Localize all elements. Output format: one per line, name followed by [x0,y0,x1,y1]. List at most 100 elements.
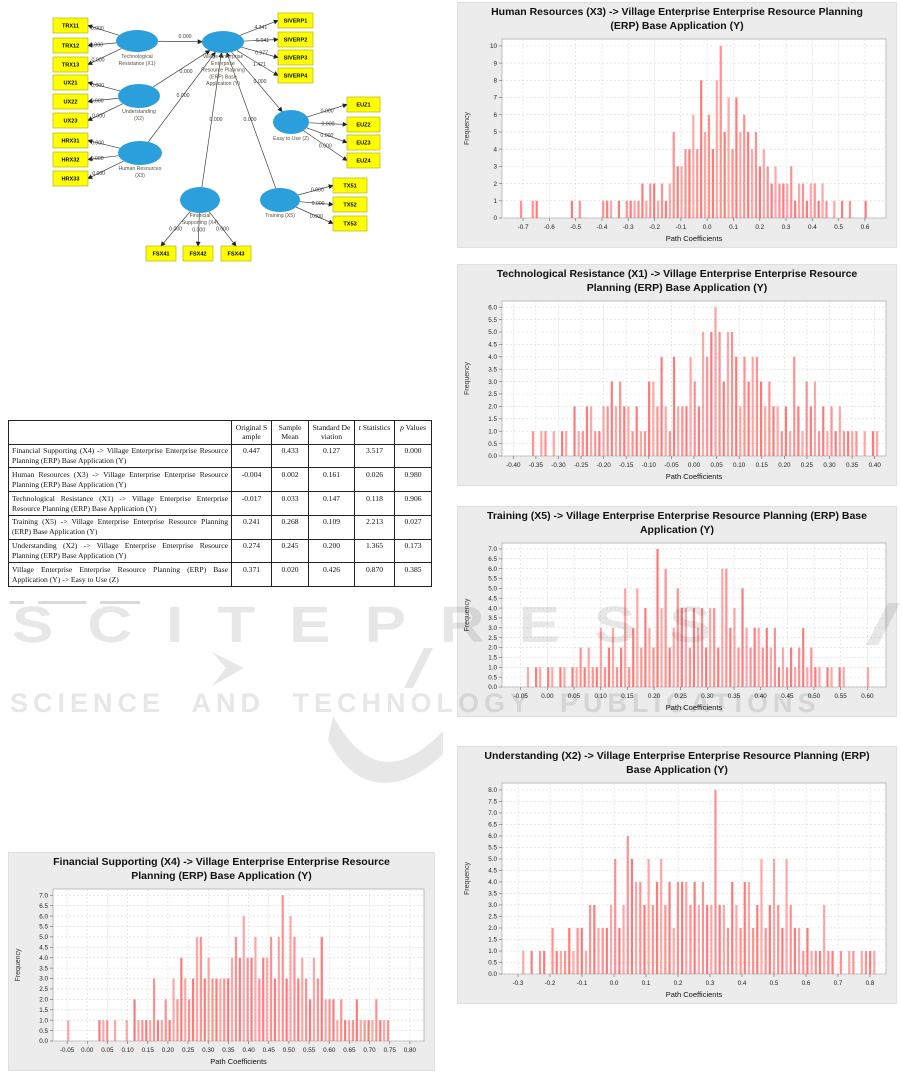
x-tick-label: 0.05 [568,693,581,700]
row-label: Training (X5) -> Village Enterprise Ente… [8,514,232,540]
histogram-svg: -0.05 0.00 0.05 0.10 0.15 0.20 0.25 0.30 0.35 0.4… [464,542,887,712]
x-tick-label: 0.35 [846,462,859,469]
construct-ellipse-x5 [260,188,300,212]
x-tick-label: 0.35 [728,693,741,700]
x-tick-label: -0.10 [642,462,657,469]
indicator-box-TRX12 [52,37,89,54]
x-tick-label: 0.3 [706,980,715,987]
x-tick-label: 0.25 [675,693,688,700]
x-tick-label: 0.3 [782,224,791,231]
y-axis-label: Frequency [464,598,471,632]
footnote-fragment [10,601,24,604]
y-tick-label: 3.0 [488,625,497,632]
indicator-label: EUZ2 [356,123,370,129]
indicator-label: SIVERP4 [284,74,309,80]
loading-value: 0.000 [321,121,334,127]
table-source-note [10,601,154,605]
value-cell: 0.371 [231,562,272,588]
chart-financial-supporting-x4: Financial Supporting (X4) -> Village Ent… [8,852,435,1071]
x-tick-label: 0.15 [142,1047,155,1054]
indicator-label: TRX13 [62,63,79,69]
histogram-bars [531,307,879,457]
construct-label: Resistance (X1) [119,61,156,67]
x-tick-label: 0.25 [801,462,814,469]
x-tick-label: 0.00 [81,1047,94,1054]
x-tick-label: -0.6 [544,224,555,231]
y-tick-label: 0.0 [39,1038,48,1045]
y-tick-label: 4.0 [488,879,497,886]
loading-value: 0.977 [255,51,268,57]
axis-ticks: -0.05 0.00 0.05 0.10 0.15 0.20 0.25 0.30 0.35 0.4… [39,893,416,1055]
table-row: Understanding (X2) -> Village Enterprise… [8,538,432,564]
x-tick-label: 0.45 [781,693,794,700]
gridlines [53,889,424,1042]
x-tick-label: 0.35 [222,1047,235,1054]
table-header-cell: Original Sample [231,420,272,445]
loading-value: 0.000 [192,227,205,233]
indicator-box-TX51 [332,177,368,194]
indicator-box-UX23 [52,112,89,129]
y-tick-label: 3.5 [488,615,497,622]
y-tick-label: 0.5 [488,675,497,682]
x-tick-label: -0.2 [649,224,660,231]
y-tick-label: 1.5 [39,1007,48,1014]
indicator-label: UX23 [64,119,78,125]
indicator-box-TRX13 [52,56,89,73]
histogram-bars [522,790,876,975]
indicator-box-UX21 [52,74,89,91]
histogram-svg: -0.3 -0.2 -0.1 0.0 0.1 0.2 0.3 0.4 0.5 0.6 0.7 0.8 0… [464,782,887,999]
y-tick-label: 0.5 [488,960,497,967]
x-tick-label: 0.05 [101,1047,114,1054]
y-tick-label: 8.0 [488,787,497,794]
x-tick-label: 0.65 [343,1047,356,1054]
x-tick-label: 0.10 [733,462,746,469]
x-axis-label: Path Coefficients [210,1057,267,1066]
construct-label: Financial [190,213,211,219]
value-cell: 0.268 [271,514,309,540]
indicator-box-SIVERP1 [277,12,314,29]
indicator-box-TX53 [332,215,368,232]
construct-label: (X3) [135,173,145,179]
y-tick-label: 4.0 [39,955,48,962]
path-coefficient-value: 0.000 [177,93,190,99]
x-tick-label: 0.60 [861,693,874,700]
watermark-chevron-shape [212,652,244,686]
chart-training-x5: Training (X5) -> Village Enterprise Ente… [457,506,897,717]
table-header-cell: Standard Deviation [308,420,355,445]
y-tick-label: 1.5 [488,655,497,662]
y-tick-label: 3.0 [488,379,497,386]
value-cell: 2.213 [354,514,395,540]
x-tick-label: -0.35 [529,462,544,469]
x-tick-label: 0.05 [710,462,723,469]
x-tick-label: 0.00 [688,462,701,469]
x-tick-label: 0.15 [621,693,634,700]
table-row: Village Enterprise Enterprise Resource P… [8,562,432,588]
y-tick-label: 6.0 [39,914,48,921]
y-tick-label: 3.5 [488,891,497,898]
loading-value: 0.000 [321,109,334,115]
y-tick-label: 6.5 [39,903,48,910]
x-tick-label: 0.6 [861,224,870,231]
histogram-svg: -0.05 0.00 0.05 0.10 0.15 0.20 0.25 0.30 0.35 0.4… [15,888,425,1066]
construct-label: Supporting (X4) [182,220,219,226]
indicator-box-TRX11 [52,17,89,34]
y-tick-label: 7.0 [39,893,48,900]
y-tick-label: 1.5 [488,937,497,944]
loading-value: 0.000 [91,98,104,104]
value-cell: 0.161 [308,467,355,493]
indicator-label: TRX12 [62,44,79,50]
y-tick-label: 5.0 [488,329,497,336]
value-cell: 0.033 [271,491,309,516]
value-cell: 0.020 [271,562,309,588]
x-tick-label: -0.1 [577,980,588,987]
value-cell: 0.000 [394,443,432,469]
y-tick-label: 2.0 [488,645,497,652]
x-tick-label: -0.25 [574,462,589,469]
axis-ticks: -0.05 0.00 0.05 0.10 0.15 0.20 0.25 0.30 0.35 0.4… [488,546,874,700]
y-tick-label: 1 [493,198,497,205]
value-cell: 1.365 [354,538,395,564]
indicator-box-HRX32 [52,151,89,168]
table-row: Technological Resistance (X1) -> Village… [8,491,432,516]
construct-label: Village Enterprise [203,54,244,60]
value-cell: 0.118 [354,491,395,516]
